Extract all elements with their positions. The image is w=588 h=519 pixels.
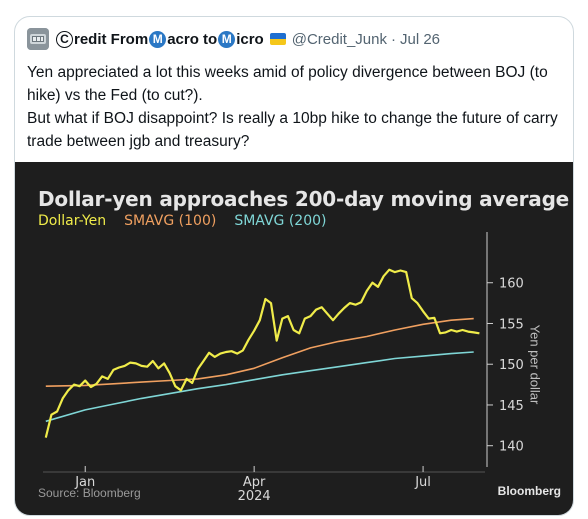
avatar-image-icon <box>27 28 49 50</box>
series-smavg-200 <box>45 351 474 423</box>
y-tick-label: 150 <box>499 358 524 373</box>
separator: · <box>391 30 396 48</box>
y-tick-label: 155 <box>499 317 524 332</box>
circled-letter-m: M <box>218 30 236 48</box>
tweet-text-line: But what if BOJ disappoint? Is really a … <box>27 110 558 150</box>
x-tick-label: Jul <box>414 475 431 490</box>
chart-title: Dollar-yen approaches 200-day moving ave… <box>38 187 570 211</box>
tweet-date[interactable]: Jul 26 <box>400 30 441 48</box>
circled-letter-m: M <box>149 30 167 48</box>
chart-plot: 140 145 150 155 160 Jan Apr Jul 2024 <box>43 232 524 504</box>
avatar[interactable] <box>27 28 49 50</box>
chart-source: Source: Bloomberg <box>38 486 141 500</box>
series-smavg-100 <box>45 317 474 387</box>
display-name-part: acro to <box>167 30 218 48</box>
display-name-part: icro <box>236 30 264 48</box>
y-tick-label: 140 <box>499 440 524 455</box>
x-year-label: 2024 <box>238 489 271 504</box>
chart-image[interactable]: Dollar-yen approaches 200-day moving ave… <box>15 162 573 515</box>
series-dollar-yen <box>44 268 480 438</box>
legend-dollar-yen: Dollar-Yen <box>38 213 107 229</box>
x-tick-label: Apr <box>243 475 266 490</box>
circled-letter-c: C <box>56 30 73 48</box>
tweet-header: C redit From M acro to M icro @Credit_Ju… <box>27 27 440 51</box>
legend-smavg-100: SMAVG (100) <box>124 213 217 229</box>
display-name[interactable]: C redit From M acro to M icro <box>55 30 264 48</box>
x-tick-label: Jan <box>74 475 95 490</box>
chart-legend: Dollar-Yen SMAVG (100) SMAVG (200) <box>38 213 326 229</box>
tweet-text-line: Yen appreciated a lot this weeks amid of… <box>27 64 548 104</box>
tweet-text: Yen appreciated a lot this weeks amid of… <box>27 61 567 153</box>
y-tick-label: 145 <box>499 399 524 414</box>
bloomberg-logo: Bloomberg <box>497 484 561 498</box>
y-tick-label: 160 <box>499 277 524 292</box>
tweet-card[interactable]: C redit From M acro to M icro @Credit_Ju… <box>14 16 574 516</box>
legend-smavg-200: SMAVG (200) <box>234 213 327 229</box>
display-name-part: redit From <box>74 30 149 48</box>
user-handle[interactable]: @Credit_Junk <box>291 30 387 48</box>
ukraine-flag-icon <box>269 33 286 45</box>
